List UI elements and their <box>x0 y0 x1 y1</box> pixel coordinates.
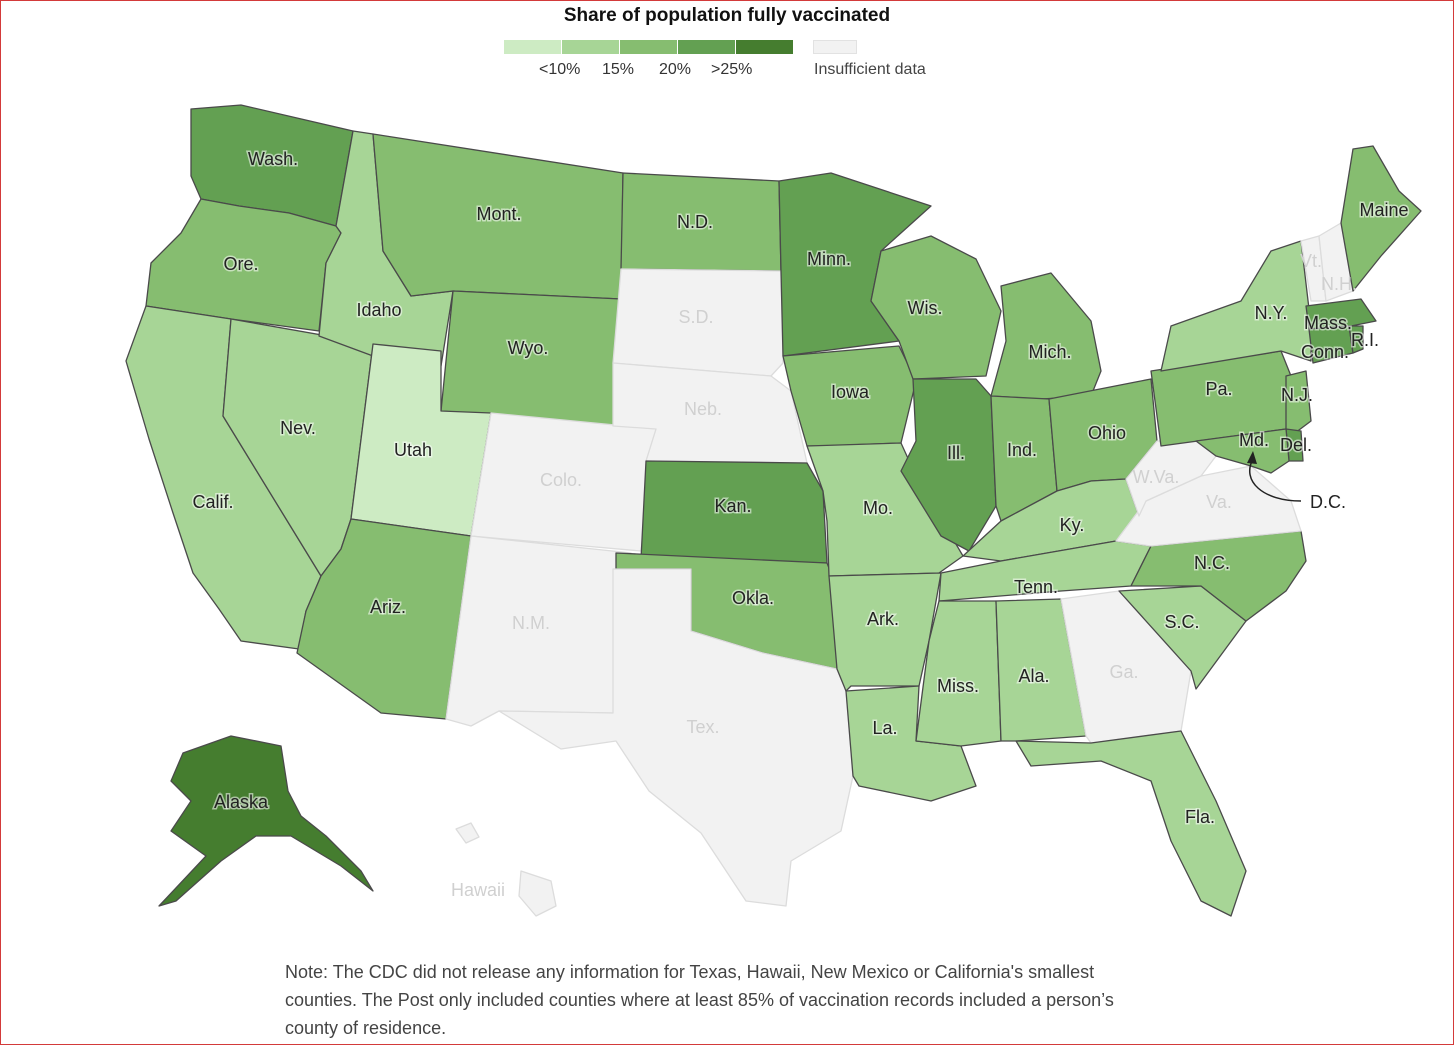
label-virginia: Va. <box>1206 492 1232 512</box>
legend-insufficient-swatch <box>813 40 857 54</box>
label-new-mexico: N.M. <box>512 613 550 633</box>
label-oregon: Ore. <box>223 254 258 274</box>
label-alaska: Alaska <box>214 792 269 812</box>
state-maine <box>1340 145 1422 292</box>
state-hawaii <box>455 822 480 844</box>
legend-label-20: 20% <box>659 61 692 78</box>
state-kansas <box>640 460 828 564</box>
legend-label-gt25: >25% <box>711 61 753 78</box>
legend-swatch-5 <box>736 40 793 54</box>
state-florida <box>1015 730 1247 917</box>
label-arkansas: Ark. <box>867 609 899 629</box>
label-new-jersey: N.J. <box>1281 385 1313 405</box>
label-georgia: Ga. <box>1109 662 1138 682</box>
label-iowa: Iowa <box>831 382 870 402</box>
label-massachusetts: Mass. <box>1304 313 1352 333</box>
state-rhode-island <box>1348 325 1364 354</box>
label-new-york: N.Y. <box>1255 303 1288 323</box>
label-washington: Wash. <box>248 149 298 169</box>
label-maine: Maine <box>1359 200 1408 220</box>
label-new-hampshire: N.H. <box>1321 274 1357 294</box>
legend-swatch-2 <box>562 40 619 54</box>
state-texas <box>498 568 854 907</box>
state-alabama <box>995 598 1087 742</box>
label-south-carolina: S.C. <box>1164 612 1199 632</box>
label-hawaii: Hawaii <box>451 880 505 900</box>
label-louisiana: La. <box>872 718 897 738</box>
label-utah: Utah <box>394 440 432 460</box>
state-michigan <box>990 272 1102 400</box>
state-new-york <box>1160 240 1312 372</box>
label-alabama: Ala. <box>1018 666 1049 686</box>
label-arizona: Ariz. <box>370 597 406 617</box>
legend-swatch-4 <box>678 40 735 54</box>
label-texas: Tex. <box>686 717 719 737</box>
legend-label-lt10: <10% <box>539 61 581 78</box>
label-mississippi: Miss. <box>937 676 979 696</box>
state-hawaii-big-island <box>518 870 557 917</box>
label-connecticut: Conn. <box>1301 342 1349 362</box>
label-oklahoma: Okla. <box>732 588 774 608</box>
label-colorado: Colo. <box>540 470 582 490</box>
label-wisconsin: Wis. <box>908 298 943 318</box>
state-new-jersey <box>1285 370 1312 437</box>
footnote: Note: The CDC did not release any inform… <box>285 962 1114 1038</box>
dc-arrow-icon <box>1247 451 1257 464</box>
state-alaska <box>158 735 374 907</box>
state-wyoming <box>440 290 622 427</box>
label-pennsylvania: Pa. <box>1205 379 1232 399</box>
state-massachusetts <box>1305 298 1377 330</box>
label-indiana: Ind. <box>1007 440 1037 460</box>
label-california: Calif. <box>192 492 233 512</box>
label-north-carolina: N.C. <box>1194 553 1230 573</box>
dc-leader-line <box>1248 458 1302 502</box>
label-idaho: Idaho <box>356 300 401 320</box>
label-minnesota: Minn. <box>807 249 851 269</box>
label-montana: Mont. <box>476 204 521 224</box>
us-vaccination-map: Wash. Ore. Calif. Nev. Idaho Mont. Wyo. … <box>125 104 1422 917</box>
label-kentucky: Ky. <box>1060 515 1085 535</box>
label-north-dakota: N.D. <box>677 212 713 232</box>
label-missouri: Mo. <box>863 498 893 518</box>
label-ohio: Ohio <box>1088 423 1126 443</box>
label-kansas: Kan. <box>714 496 751 516</box>
label-maryland: Md. <box>1239 430 1269 450</box>
state-arkansas <box>828 572 942 692</box>
legend-insufficient-label: Insufficient data <box>814 61 926 78</box>
legend-swatch-1 <box>504 40 561 54</box>
label-florida: Fla. <box>1185 807 1215 827</box>
state-south-dakota <box>612 268 784 377</box>
label-dc: D.C. <box>1310 492 1346 512</box>
label-delaware: Del. <box>1280 435 1312 455</box>
label-tennessee: Tenn. <box>1014 577 1058 597</box>
state-maryland <box>1195 428 1290 474</box>
label-rhode-island: R.I. <box>1351 330 1379 350</box>
label-south-dakota: S.D. <box>678 307 713 327</box>
label-michigan: Mich. <box>1028 342 1071 362</box>
label-west-virginia: W.Va. <box>1133 467 1180 487</box>
label-wyoming: Wyo. <box>508 338 549 358</box>
state-louisiana <box>845 685 977 802</box>
state-south-carolina <box>1118 585 1247 690</box>
legend-label-15: 15% <box>602 61 635 78</box>
state-wisconsin <box>870 235 1002 380</box>
label-vermont: Vt. <box>1300 251 1322 271</box>
label-nevada: Nev. <box>280 418 316 438</box>
label-nebraska: Neb. <box>684 399 722 419</box>
map-title: Share of population fully vaccinated <box>563 5 891 26</box>
label-illinois: Ill. <box>947 443 965 463</box>
legend-swatch-3 <box>620 40 677 54</box>
